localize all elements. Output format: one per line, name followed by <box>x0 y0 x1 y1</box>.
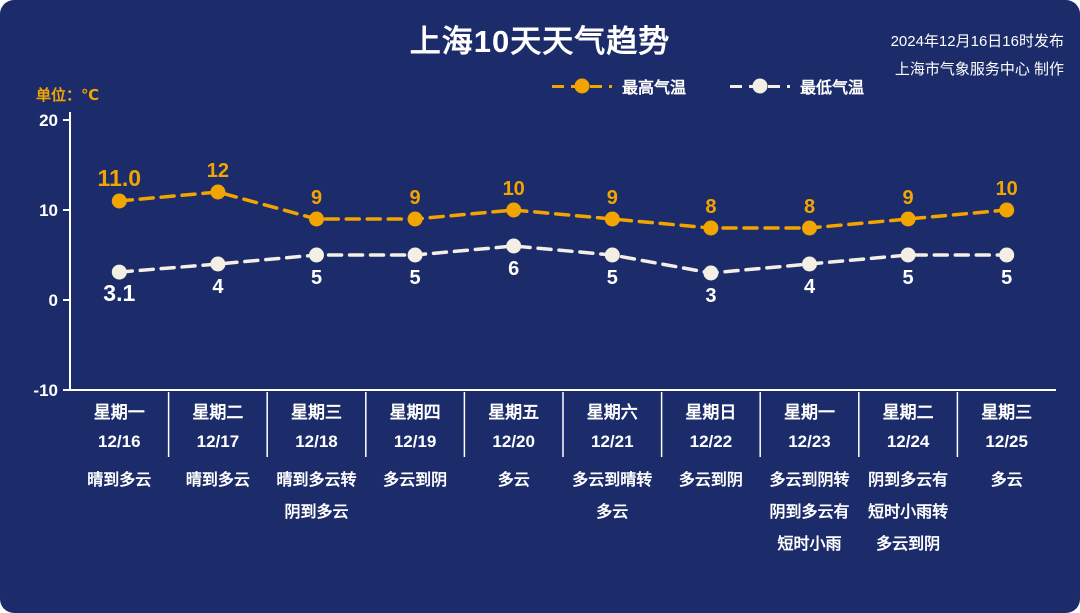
high-temp-point <box>506 202 522 218</box>
low-temp-dot-icon <box>752 78 768 94</box>
high-temp-value-label: 8 <box>705 196 716 218</box>
low-temp-point <box>210 256 226 272</box>
high-temp-value-label: 9 <box>311 187 322 209</box>
date-label: 12/22 <box>690 432 733 451</box>
weather-label: 多云 <box>498 470 530 489</box>
weather-label: 多云 <box>991 470 1023 489</box>
date-label: 12/21 <box>591 432 634 451</box>
high-temp-point <box>210 184 226 200</box>
weekday-label: 星期三 <box>291 403 342 422</box>
low-temp-value-label: 5 <box>410 267 421 289</box>
low-temp-point <box>111 264 127 280</box>
high-temp-point <box>111 193 127 209</box>
weather-label: 阴到多云 <box>284 502 348 521</box>
date-label: 12/20 <box>492 432 535 451</box>
high-temp-point <box>604 211 620 227</box>
weather-label: 晴到多云 <box>87 470 151 489</box>
y-tick-label: 0 <box>49 291 58 310</box>
high-temp-value-label: 10 <box>503 178 525 200</box>
high-temp-value-label: 8 <box>804 196 815 218</box>
high-temp-point <box>309 211 324 227</box>
high-temp-point <box>802 220 817 236</box>
legend-label-low: 最低气温 <box>800 80 865 97</box>
low-temp-line <box>117 244 1009 275</box>
weekday-label: 星期五 <box>488 403 539 422</box>
weather-label: 多云到阴 <box>383 470 447 489</box>
weather-label: 多云 <box>596 502 628 521</box>
date-label: 12/25 <box>985 432 1028 451</box>
low-temp-point <box>900 247 916 263</box>
weather-label: 阴到多云有 <box>868 470 948 489</box>
high-temp-dot-icon <box>574 78 590 94</box>
weekday-label: 星期日 <box>685 403 736 422</box>
low-temp-value-label: 4 <box>804 276 816 298</box>
high-temp-point <box>999 202 1015 218</box>
weekday-label: 星期二 <box>883 403 934 422</box>
weather-label: 短时小雨 <box>777 534 841 553</box>
high-temp-value-label: 9 <box>903 187 914 209</box>
y-tick-label: 10 <box>39 201 58 220</box>
weather-label: 阴到多云有 <box>769 502 849 521</box>
date-label: 12/23 <box>788 432 831 451</box>
low-temp-value-label: 6 <box>508 258 519 280</box>
high-temp-line-icon <box>552 78 612 94</box>
low-temp-value-label: 3 <box>705 285 716 307</box>
publish-info: 2024年12月16日16时发布 上海市气象服务中心 制作 <box>891 28 1064 84</box>
high-temp-point <box>407 211 423 227</box>
high-temp-value-label: 9 <box>410 187 421 209</box>
y-tick-label: -10 <box>33 381 58 400</box>
high-temp-point <box>703 220 719 236</box>
date-label: 12/19 <box>394 432 437 451</box>
high-temp-value-label: 12 <box>207 160 229 182</box>
date-label: 12/16 <box>98 432 141 451</box>
weekday-label: 星期一 <box>94 403 145 422</box>
low-temp-value-label: 5 <box>607 267 618 289</box>
high-temp-value-label: 11.0 <box>98 165 142 191</box>
legend-item-low: 最低气温 <box>730 74 864 98</box>
high-temp-point <box>900 211 916 227</box>
low-temp-value-label: 4 <box>212 276 224 298</box>
high-temp-value-label: 10 <box>996 178 1018 200</box>
weather-label: 多云到阴 <box>679 470 743 489</box>
low-temp-line-icon <box>730 78 791 94</box>
date-label: 12/18 <box>295 432 338 451</box>
high-temp-line <box>117 190 1009 230</box>
date-label: 12/17 <box>197 432 240 451</box>
weekday-label: 星期二 <box>192 403 243 422</box>
low-temp-point <box>999 247 1015 263</box>
weather-label: 晴到多云 <box>186 470 250 489</box>
weather-label: 短时小雨转 <box>868 502 948 521</box>
unit-label: 单位：℃ <box>36 87 100 104</box>
date-label: 12/24 <box>887 432 930 451</box>
low-temp-point <box>309 247 324 263</box>
low-temp-value-label: 5 <box>1001 267 1012 289</box>
page-title: 上海10天天气趋势 <box>409 24 671 59</box>
low-temp-value-label: 5 <box>311 267 322 289</box>
weekday-label: 星期三 <box>981 403 1032 422</box>
low-temp-point <box>506 238 522 254</box>
low-temp-point <box>802 256 817 272</box>
y-tick-label: 20 <box>39 111 58 130</box>
weekday-label: 星期四 <box>390 403 441 422</box>
legend-item-high: 最高气温 <box>552 74 686 98</box>
chart-legend: 最高气温 最低气温 <box>552 74 864 98</box>
low-temp-point <box>407 247 423 263</box>
low-temp-value-label: 5 <box>903 267 914 289</box>
high-temp-value-label: 9 <box>607 187 618 209</box>
weekday-label: 星期六 <box>587 402 638 422</box>
publish-time: 2024年12月16日16时发布 <box>890 33 1064 50</box>
low-temp-value-label: 3.1 <box>103 280 135 306</box>
legend-label-high: 最高气温 <box>622 80 687 97</box>
low-temp-point <box>604 247 620 263</box>
weekday-label: 星期一 <box>784 403 835 422</box>
publish-source: 上海市气象服务中心 制作 <box>894 60 1064 78</box>
weather-label: 多云到阴转 <box>769 470 849 489</box>
weather-label: 多云到晴转 <box>572 470 652 489</box>
weather-label: 多云到阴 <box>876 534 940 553</box>
weather-label: 晴到多云转 <box>276 470 356 489</box>
low-temp-point <box>703 265 719 281</box>
